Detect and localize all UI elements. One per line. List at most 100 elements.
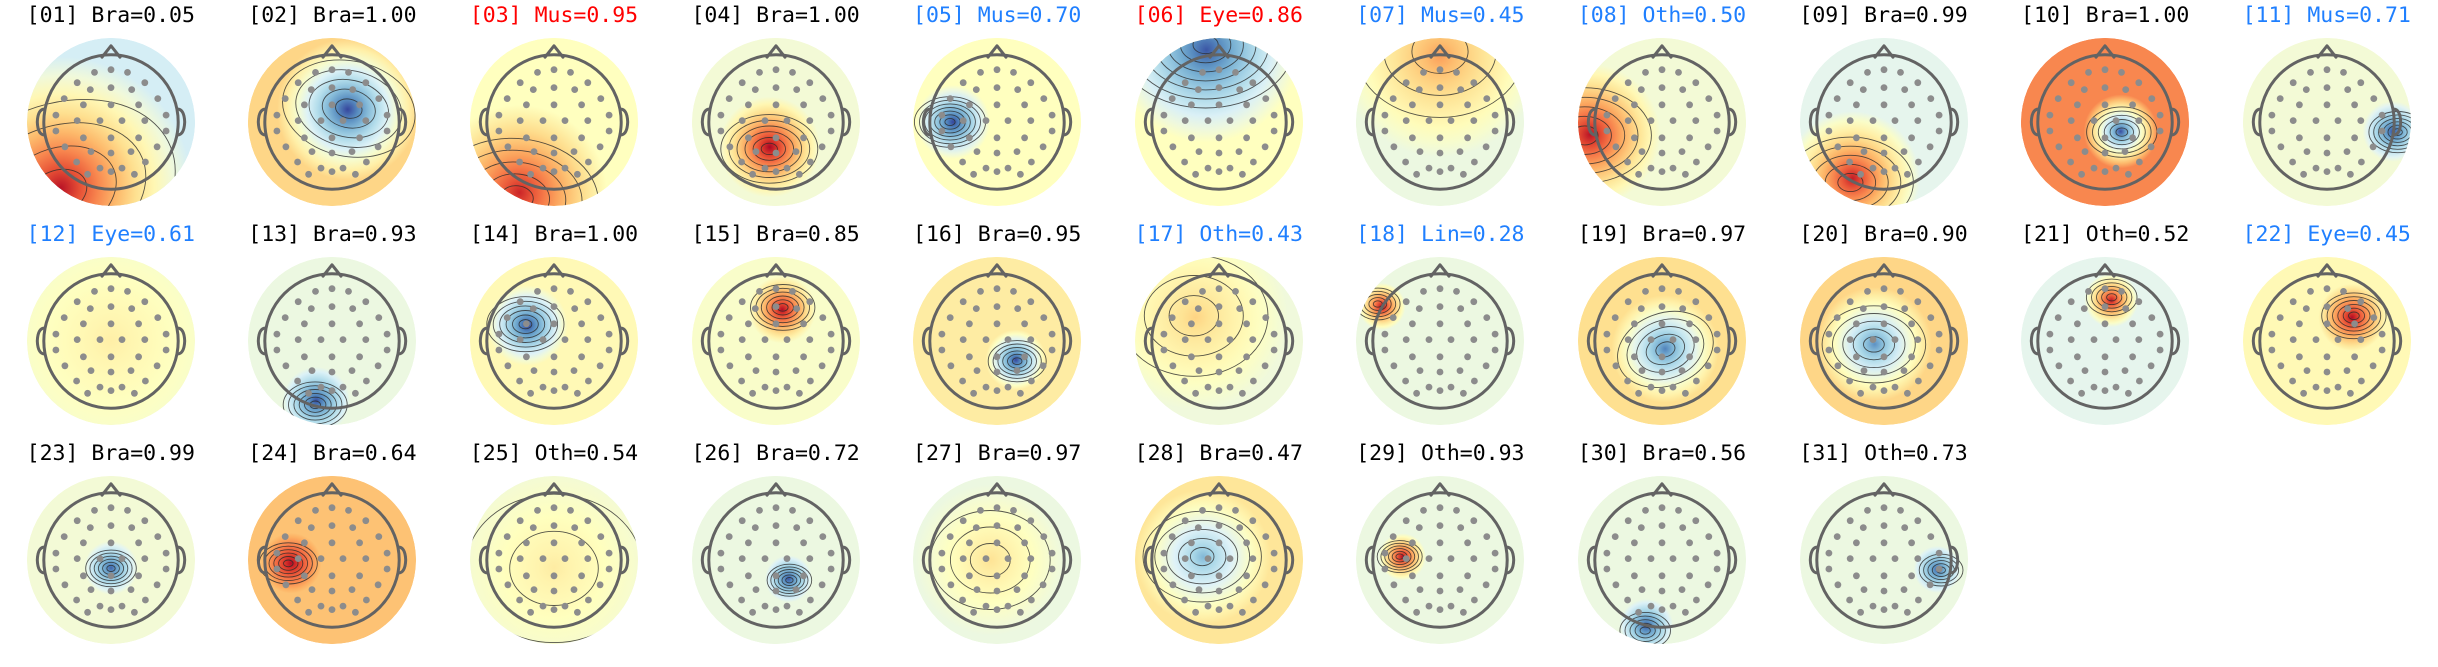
topomap	[469, 257, 638, 425]
ica-component-04[interactable]: [04] Bra=1.00	[665, 4, 887, 223]
ica-component-24[interactable]: [24] Bra=0.64	[222, 442, 444, 661]
sensor-markers	[273, 504, 391, 616]
topomap	[2242, 257, 2411, 425]
right-ear-icon	[1283, 326, 1294, 356]
topomap	[248, 476, 417, 644]
ica-component-11[interactable]: [11] Mus=0.71	[2216, 4, 2438, 223]
ica-component-07[interactable]: [07] Mus=0.45	[1330, 4, 1552, 223]
topomap-row: [01] Bra=0.05 [02] Bra=1.00 [03] Mus=0.95 […	[0, 4, 2438, 223]
component-label: [09] Bra=0.99	[1799, 3, 1968, 28]
left-ear-icon	[257, 107, 268, 137]
head-circle-icon	[42, 53, 180, 191]
ica-component-03[interactable]: [03] Mus=0.95	[443, 4, 665, 223]
ica-component-01[interactable]: [01] Bra=0.05	[0, 4, 222, 223]
ica-component-16[interactable]: [16] Bra=0.95	[886, 223, 1108, 442]
ica-component-18[interactable]: [18] Lin=0.28	[1330, 223, 1552, 442]
head-outline	[257, 482, 408, 629]
head-circle-icon	[1371, 491, 1510, 629]
topomap-field	[26, 38, 195, 206]
topomap-field	[1356, 257, 1525, 425]
head-outline	[35, 482, 186, 629]
nose-icon	[543, 263, 565, 278]
topomap-field	[469, 38, 638, 206]
ica-component-28[interactable]: [28] Bra=0.47	[1108, 442, 1330, 661]
topomap-field	[1134, 257, 1303, 425]
topomap-field	[26, 257, 195, 425]
head-outline	[700, 263, 851, 410]
ica-component-22[interactable]: [22] Eye=0.45	[2216, 223, 2438, 442]
ica-component-21[interactable]: [21] Oth=0.52	[1994, 223, 2216, 442]
ica-component-29[interactable]: [29] Oth=0.93	[1330, 442, 1552, 661]
topomap-field	[1799, 257, 1968, 425]
sensor-markers	[1160, 504, 1278, 616]
ica-component-10[interactable]: [10] Bra=1.00	[1994, 4, 2216, 223]
component-label: [08] Oth=0.50	[1577, 3, 1747, 28]
right-ear-icon	[840, 326, 851, 356]
sensor-markers	[52, 285, 170, 397]
right-ear-icon	[840, 545, 851, 575]
left-ear-icon	[257, 326, 268, 356]
nose-icon	[543, 44, 565, 59]
right-ear-icon	[1061, 107, 1073, 137]
component-label: [06] Eye=0.86	[1134, 3, 1303, 28]
ica-component-08[interactable]: [08] Oth=0.50	[1551, 4, 1773, 223]
left-ear-icon	[1365, 326, 1376, 356]
head-outline	[257, 44, 408, 191]
sensor-markers	[1381, 285, 1499, 397]
head-outline	[700, 44, 851, 191]
ica-component-15[interactable]: [15] Bra=0.85	[665, 223, 887, 442]
head-outline	[1365, 263, 1516, 410]
ica-component-20[interactable]: [20] Bra=0.90	[1773, 223, 1995, 442]
sensor-markers	[717, 285, 835, 397]
ica-component-02[interactable]: [02] Bra=1.00	[222, 4, 444, 223]
topomap	[1134, 257, 1303, 425]
ica-component-26[interactable]: [26] Bra=0.72	[665, 442, 887, 661]
component-label: [24] Bra=0.64	[248, 441, 417, 466]
ica-component-06[interactable]: [06] Eye=0.86	[1108, 4, 1330, 223]
contour-lines	[1619, 611, 1671, 644]
topomap	[913, 257, 1082, 425]
left-ear-icon	[478, 545, 490, 575]
head-circle-icon	[2036, 272, 2174, 410]
ica-component-25[interactable]: [25] Oth=0.54	[443, 442, 665, 661]
left-ear-icon	[1143, 545, 1155, 575]
left-ear-icon	[1808, 545, 1819, 575]
left-ear-icon	[921, 107, 933, 137]
sensor-markers	[1603, 285, 1721, 397]
ica-component-13[interactable]: [13] Bra=0.93	[222, 223, 444, 442]
nose-icon	[1208, 263, 1230, 278]
left-ear-icon	[257, 545, 268, 575]
ica-component-19[interactable]: [19] Bra=0.97	[1551, 223, 1773, 442]
nose-icon	[100, 44, 122, 59]
component-label: [27] Bra=0.97	[913, 441, 1082, 466]
nose-icon	[986, 482, 1008, 497]
topomap-field	[913, 38, 1082, 206]
head-outline	[921, 44, 1073, 191]
ica-component-09[interactable]: [09] Bra=0.99	[1773, 4, 1995, 223]
left-ear-icon	[1143, 107, 1155, 137]
ica-component-14[interactable]: [14] Bra=1.00	[443, 223, 665, 442]
ica-component-30[interactable]: [30] Bra=0.56	[1551, 442, 1773, 661]
head-outline	[1808, 263, 1959, 410]
ica-component-12[interactable]: [12] Eye=0.61	[0, 223, 222, 442]
ica-component-17[interactable]: [17] Oth=0.43	[1108, 223, 1330, 442]
right-ear-icon	[1283, 107, 1294, 137]
right-ear-icon	[618, 326, 630, 356]
head-circle-icon	[485, 53, 623, 191]
ica-component-27[interactable]: [27] Bra=0.97	[886, 442, 1108, 661]
right-ear-icon	[1505, 326, 1516, 356]
ica-component-31[interactable]: [31] Oth=0.73	[1773, 442, 1995, 661]
ica-component-05[interactable]: [05] Mus=0.70	[886, 4, 1108, 223]
component-label: [05] Mus=0.70	[913, 3, 1082, 28]
topomap	[1356, 38, 1525, 206]
nose-icon	[1873, 482, 1895, 497]
head-outline	[35, 263, 186, 410]
topomap	[913, 476, 1082, 644]
topomap	[1577, 476, 1746, 644]
topomap-field	[2242, 257, 2411, 425]
head-circle-icon	[706, 53, 845, 191]
ica-component-23[interactable]: [23] Bra=0.99	[0, 442, 222, 661]
head-outline	[1143, 482, 1294, 629]
topomap-field	[913, 476, 1082, 644]
topomap	[26, 38, 195, 206]
